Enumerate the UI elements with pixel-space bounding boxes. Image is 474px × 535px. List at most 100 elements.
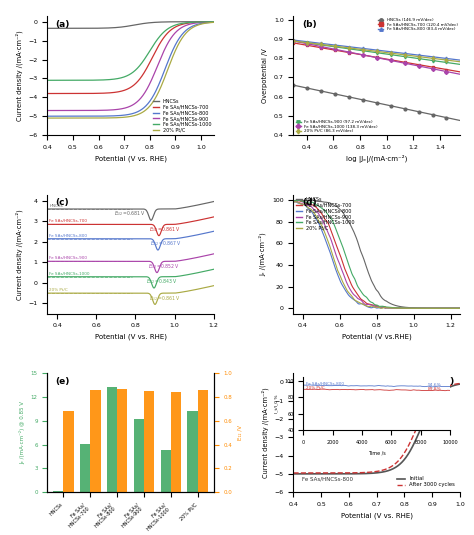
Fe SAs/HNCSs-800: [149, 95, 155, 101]
Fe SAs/HNCSs-700 (120.4 mV/dec): [291, 40, 296, 46]
Fe SAs/HNCSs-900: [164, 41, 170, 47]
Fe SAs/HNCSs-1000: [357, 286, 363, 293]
Fe SAs/HNCSs-800: [211, 228, 217, 234]
Fe SAs/HNCSs-900 (97.2 mV/dec): [291, 38, 296, 44]
20% Pt/C: [149, 100, 155, 106]
Fe SAs/HNCSs-900: [310, 206, 316, 212]
Line: Fe SAs/HNCSs-700: Fe SAs/HNCSs-700: [47, 22, 214, 94]
20% Pt/C (86.3 mV/dec): [390, 50, 395, 57]
Fe SAs/HNCSs-800: [357, 301, 363, 307]
Fe SAs/HNCSs-1000: [211, 19, 217, 25]
Line: Fe SAs/HNCSs-1000: Fe SAs/HNCSs-1000: [293, 200, 460, 308]
20% Pt/C: [412, 305, 418, 311]
Fe SAs/HNCSs-800: [170, 235, 176, 242]
Fe SAs/HNCSs-900: [211, 19, 217, 25]
Fe SAs/HNCSs-900: [143, 258, 148, 264]
Fe SAs/HNCSs-700: [45, 90, 50, 97]
Fe SAs/HNCSs-1000: [396, 305, 401, 311]
X-axis label: Potential (V vs. RHE): Potential (V vs. RHE): [94, 334, 166, 340]
Line: 20% Pt/C (86.3 mV/dec): 20% Pt/C (86.3 mV/dec): [292, 40, 461, 63]
Y-axis label: Jₑ /(mA·cm⁻²) @ 0.85 V: Jₑ /(mA·cm⁻²) @ 0.85 V: [19, 401, 25, 464]
Y-axis label: Current density /(mA·cm⁻²): Current density /(mA·cm⁻²): [15, 30, 23, 121]
Fe SAs/HNCSs-900: [211, 251, 217, 257]
Bar: [161, 450, 171, 492]
Line: HNCSs: HNCSs: [47, 202, 214, 220]
Fe SAs/HNCSs-900 (97.2 mV/dec): [441, 59, 447, 65]
Fe SAs/HNCSs-1000: [156, 275, 162, 281]
Fe SAs/HNCSs-1000: [74, 273, 80, 280]
Fe SAs/HNCSs-700: [170, 221, 176, 227]
X-axis label: log |Jₑ|/(mA·cm⁻²): log |Jₑ|/(mA·cm⁻²): [346, 155, 407, 163]
Fe SAs/HNCSs-700: [345, 273, 351, 280]
Line: HNCSs: HNCSs: [47, 22, 214, 28]
HNCSs: [110, 25, 116, 31]
Initial: [356, 470, 362, 477]
HNCSs: [74, 206, 80, 212]
HNCSs: [357, 246, 363, 252]
20% Pt/C: [110, 114, 116, 121]
Line: 20% Pt/C: 20% Pt/C: [47, 22, 214, 118]
Fe SAs/HNCSs-800: [74, 235, 80, 242]
20% Pt/C: [396, 305, 401, 311]
Bar: [107, 387, 117, 492]
Line: Fe SAs/HNCSs-1000: Fe SAs/HNCSs-1000: [47, 22, 214, 80]
Fe SAs/HNCSs-700: [120, 221, 126, 227]
HNCSs: [64, 25, 70, 32]
20% Pt/C: [87, 290, 93, 296]
Fe SAs/HNCSs-800 (83.4 mV/dec): [390, 49, 395, 55]
HNCSs: [309, 197, 314, 203]
Fe SAs/HNCSs-900: [64, 108, 70, 114]
Text: $E_{1/2}$=0.867 V: $E_{1/2}$=0.867 V: [151, 240, 182, 248]
HNCSs (146.9 mV/dec): [431, 112, 437, 118]
20% Pt/C: [356, 300, 362, 306]
20% Pt/C: [310, 209, 316, 216]
20% Pt/C: [457, 305, 463, 311]
HNCSs: [211, 198, 217, 205]
HNCSs: [149, 19, 155, 26]
Fe SAs/HNCSs-800: [99, 113, 104, 119]
Text: HNCSs: HNCSs: [49, 204, 63, 208]
Y-axis label: E₁₂ /V: E₁₂ /V: [237, 425, 243, 440]
Line: Fe SAs/HNCSs-900: Fe SAs/HNCSs-900: [293, 201, 460, 308]
Fe SAs/HNCSs-900 (97.2 mV/dec): [457, 61, 463, 67]
Fe SAs/HNCSs-1000: [45, 273, 50, 280]
Line: 20% Pt/C: 20% Pt/C: [47, 286, 214, 304]
Text: Fe SAs/HNCSs-1000: Fe SAs/HNCSs-1000: [49, 272, 90, 276]
HNCSs: [120, 206, 126, 212]
HNCSs (146.9 mV/dec): [291, 82, 297, 88]
HNCSs (146.9 mV/dec): [389, 103, 395, 109]
Fe SAs/HNCSs-1000: [345, 260, 351, 266]
Initial: [457, 381, 463, 387]
Fe SAs/HNCSs-1000: [99, 77, 104, 83]
After 3000 cycles: [291, 470, 296, 476]
Fe SAs/HNCSs-700: [87, 221, 93, 227]
Text: (c): (c): [56, 198, 69, 207]
Fe SAs/HNCSs-700: [45, 221, 50, 227]
Fe SAs/HNCSs-900: [45, 258, 50, 264]
Fe SAs/HNCSs-900: [156, 266, 162, 273]
Line: After 3000 cycles: After 3000 cycles: [293, 384, 460, 473]
HNCSs: [45, 206, 50, 212]
Fe SAs/HNCSs-700: [412, 305, 418, 311]
After 3000 cycles: [345, 470, 350, 476]
Bar: [64, 411, 73, 492]
Fe SAs/HNCSs-900: [291, 198, 296, 204]
HNCSs: [87, 206, 93, 212]
20% Pt/C: [291, 198, 296, 205]
HNCSs (146.9 mV/dec): [390, 103, 395, 109]
Text: 20% Pt/C: 20% Pt/C: [49, 288, 68, 292]
Fe SAs/HNCSs-1000: [87, 273, 93, 280]
HNCSs (146.9 mV/dec): [291, 82, 296, 88]
20% Pt/C (86.3 mV/dec): [291, 38, 297, 44]
Text: (b): (b): [302, 20, 317, 28]
Fe SAs/HNCSs-800: [156, 246, 162, 253]
Fe SAs/HNCSs-700: [74, 221, 80, 227]
Bar: [117, 389, 128, 492]
Fe SAs/HNCSs-800: [457, 305, 463, 311]
Text: (f): (f): [443, 377, 455, 386]
Fe SAs/HNCSs-700: [357, 294, 363, 301]
Text: (d): (d): [302, 198, 317, 207]
Text: $E_{1/2}$=0.861 V: $E_{1/2}$=0.861 V: [149, 226, 181, 234]
Legend: HNCSs, Fe SAs/HNCSs-700, Fe SAs/HNCSs-800, Fe SAs/HNCSs-900, Fe SAs/HNCSs-1000, : HNCSs, Fe SAs/HNCSs-700, Fe SAs/HNCSs-80…: [296, 197, 354, 231]
Fe SAs/HNCSs-800: [411, 305, 417, 311]
